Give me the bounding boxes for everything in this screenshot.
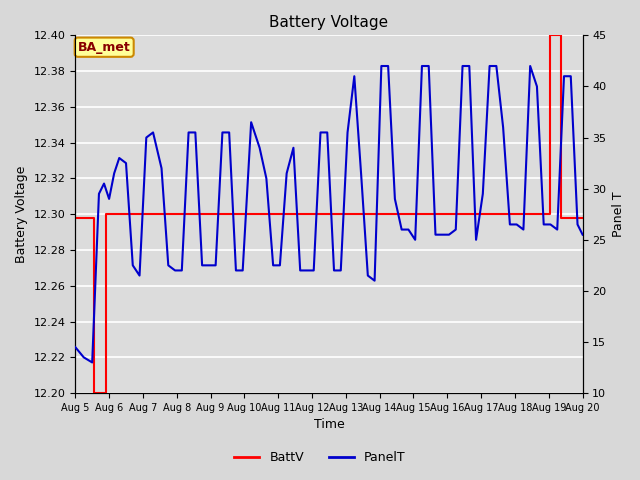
Text: BA_met: BA_met (78, 41, 131, 54)
Legend: BattV, PanelT: BattV, PanelT (229, 446, 411, 469)
Y-axis label: Battery Voltage: Battery Voltage (15, 166, 28, 263)
Y-axis label: Panel T: Panel T (612, 192, 625, 237)
X-axis label: Time: Time (314, 419, 344, 432)
Title: Battery Voltage: Battery Voltage (269, 15, 388, 30)
